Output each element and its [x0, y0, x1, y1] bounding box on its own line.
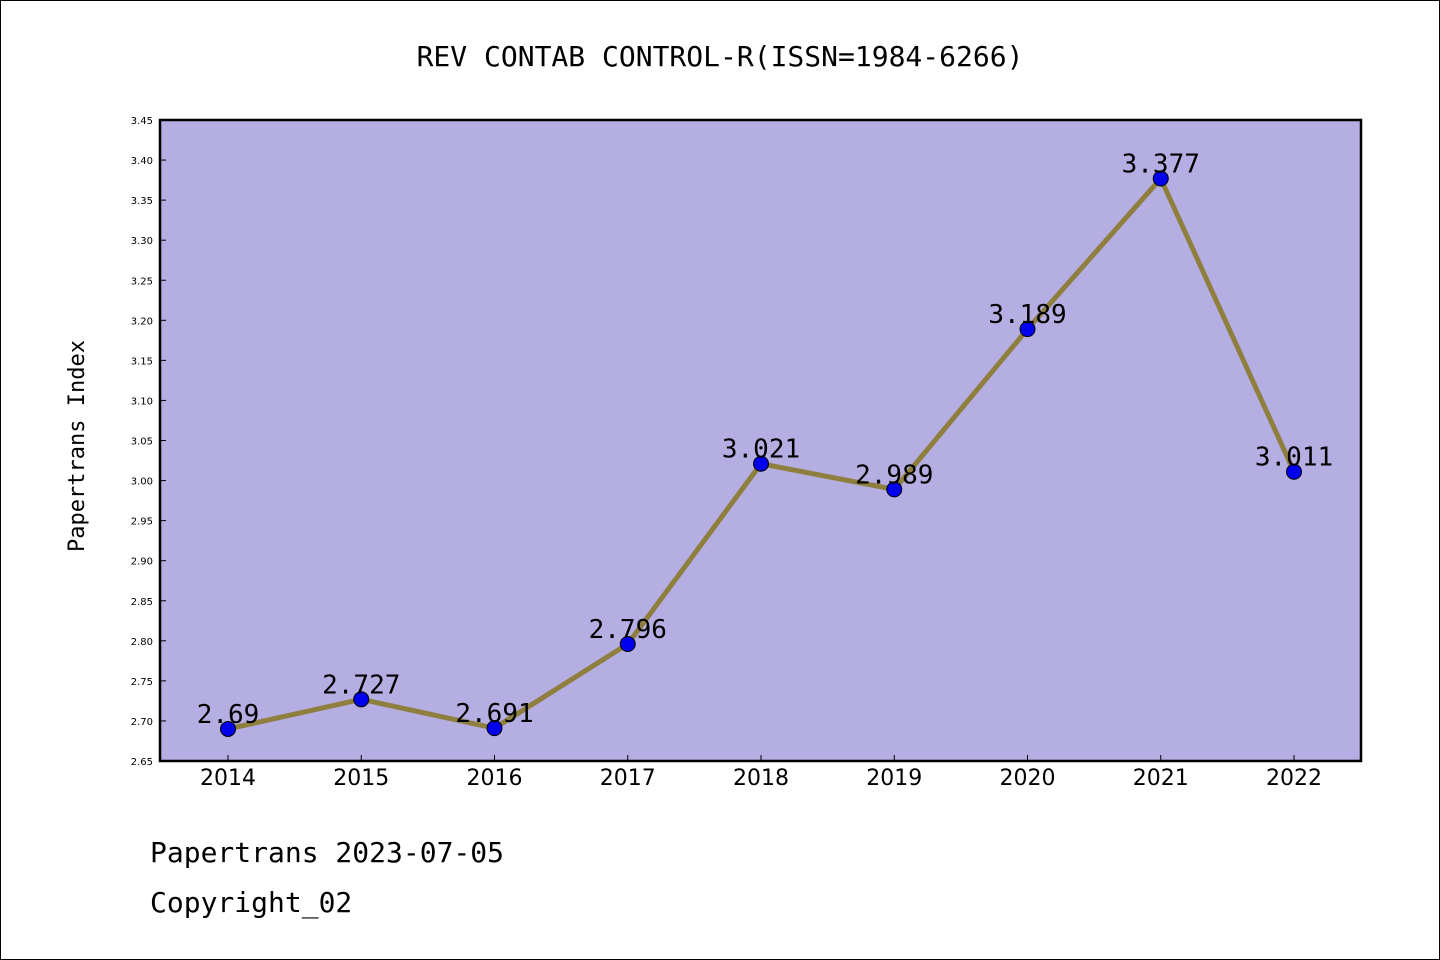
y-tick-label: 2.95 — [131, 517, 153, 528]
data-label: 2.691 — [455, 699, 533, 729]
y-tick-label: 2.75 — [131, 677, 153, 688]
y-axis: 2.65 2.70 2.75 2.80 2.85 2.90 2.95 3.00 3.05 3.10… — [131, 116, 166, 768]
data-point — [486, 720, 503, 737]
data-point — [220, 720, 236, 737]
x-tick-label: 2021 — [1133, 766, 1189, 791]
y-tick-label: 2.85 — [131, 597, 153, 608]
y-tick-label: 3.40 — [131, 156, 153, 167]
data-point — [753, 455, 769, 472]
data-point — [886, 481, 903, 498]
data-label: 3.377 — [1122, 149, 1200, 179]
data-labels: 2.69 2.727 2.691 2.796 3.021 2.989 3.189 3.377 3… — [197, 149, 1333, 729]
y-axis-label: Papertrans Index — [65, 340, 90, 552]
y-tick-label: 3.45 — [131, 116, 153, 127]
footer-date: Papertrans 2023-07-05 — [150, 836, 505, 869]
y-tick-label: 3.10 — [131, 396, 153, 407]
x-tick-label: 2014 — [200, 766, 256, 791]
footer-copyright: Copyright_02 — [150, 886, 353, 919]
y-tick-label: 3.05 — [131, 437, 153, 448]
x-tick-label: 2020 — [1000, 766, 1056, 791]
y-tick-label: 2.80 — [131, 637, 153, 648]
y-tick-label: 2.65 — [131, 757, 153, 768]
y-tick-label: 3.30 — [131, 236, 153, 247]
data-label: 3.189 — [988, 300, 1066, 330]
data-point — [353, 691, 370, 708]
y-tick-label: 3.20 — [131, 316, 153, 327]
y-tick-label: 3.25 — [131, 276, 153, 287]
x-tick-label: 2019 — [866, 766, 922, 791]
data-label: 2.69 — [197, 700, 260, 730]
data-label: 2.727 — [322, 670, 400, 700]
x-tick-label: 2017 — [600, 766, 656, 791]
x-axis: 2014 2015 2016 2017 2018 2019 2020 2021 2022 — [200, 755, 1322, 791]
data-label: 2.989 — [855, 460, 933, 490]
x-tick-label: 2015 — [333, 766, 389, 791]
chart-title: REV CONTAB CONTROL-R(ISSN=1984-6266) — [417, 40, 1024, 73]
plot-area — [158, 118, 1363, 763]
data-label: 3.021 — [722, 435, 800, 465]
y-tick-label: 2.70 — [131, 717, 153, 728]
y-tick-label: 3.35 — [131, 196, 153, 207]
data-point — [1019, 321, 1036, 338]
y-tick-label: 3.15 — [131, 356, 153, 367]
y-tick-label: 2.90 — [131, 557, 153, 568]
data-point — [1152, 170, 1169, 187]
data-label: 2.796 — [589, 615, 667, 645]
x-tick-label: 2016 — [467, 766, 523, 791]
data-markers — [220, 170, 1302, 737]
y-tick-label: 3.00 — [131, 477, 153, 488]
data-point — [619, 636, 636, 653]
x-tick-label: 2018 — [733, 766, 789, 791]
x-tick-label: 2022 — [1266, 766, 1322, 791]
data-point — [1286, 463, 1302, 480]
data-label: 3.011 — [1255, 443, 1333, 473]
